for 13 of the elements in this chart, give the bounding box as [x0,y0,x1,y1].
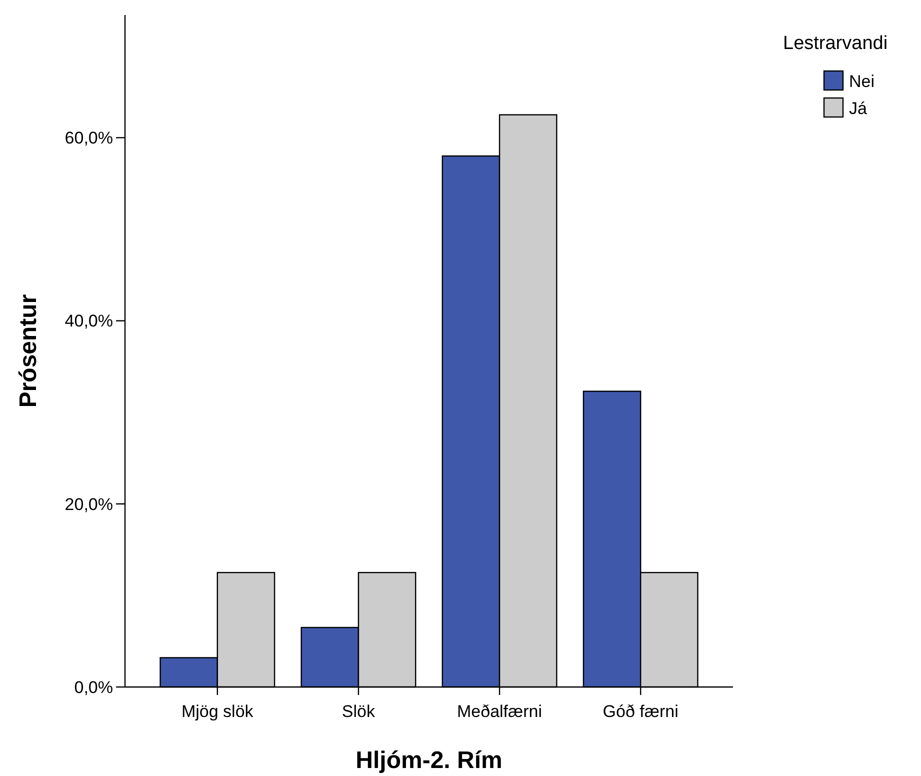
legend-label: Nei [849,72,875,91]
x-axis-title: Hljóm-2. Rím [356,747,502,774]
y-tick-label: 40,0% [64,312,113,331]
y-tick-label: 0,0% [74,678,113,697]
x-tick-label: Mjög slök [181,702,254,721]
legend-label: Já [849,98,868,118]
legend-title: Lestrarvandi [783,33,888,54]
y-tick-label: 60,0% [64,128,113,148]
x-tick-label: Slök [342,702,376,721]
y-tick-label: 20,0% [64,494,113,514]
y-axis-title: Prósentur [15,294,42,408]
x-tick-label: Góð færni [602,702,678,721]
x-tick-label: Meðalfærni [457,702,542,721]
